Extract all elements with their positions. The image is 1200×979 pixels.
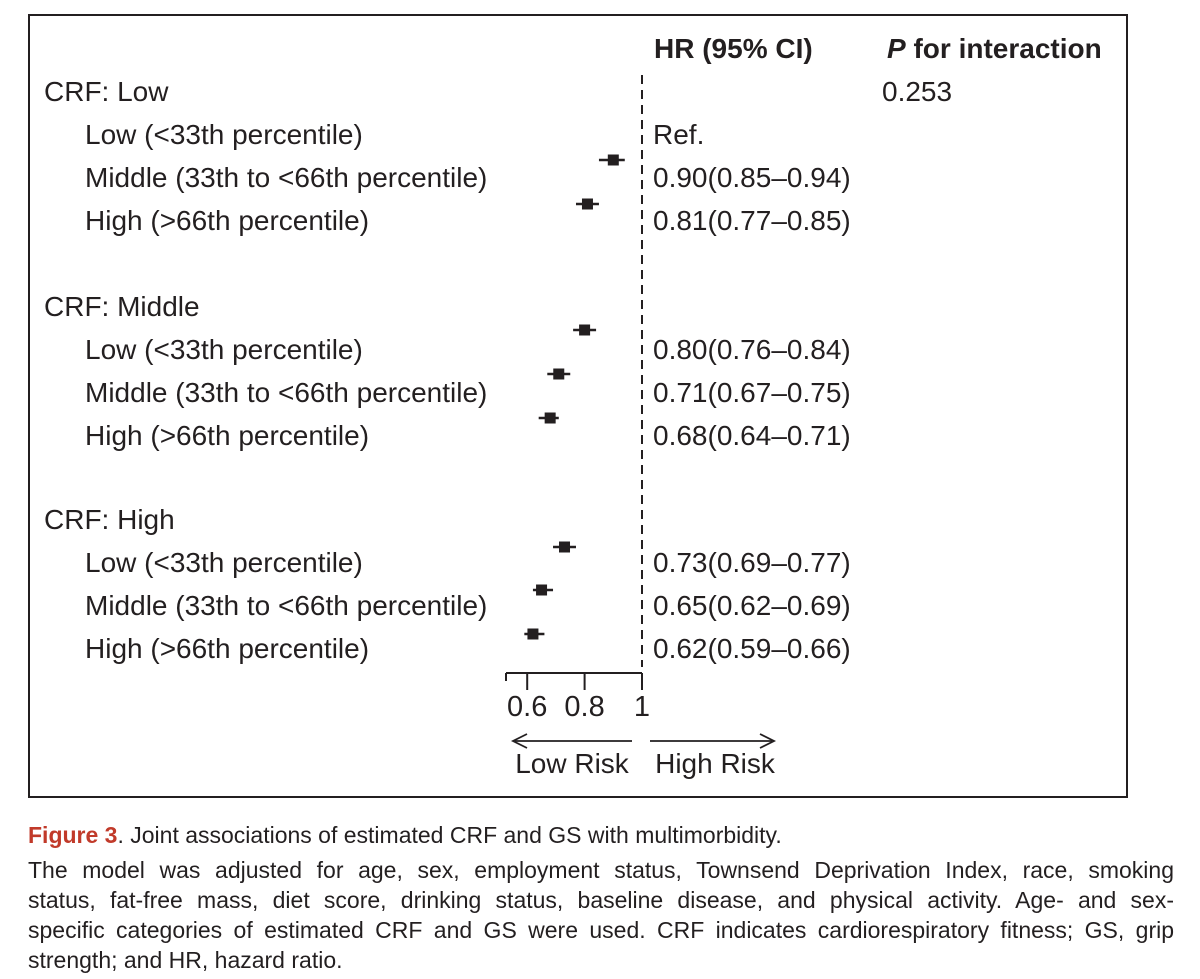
hr-value: 0.65(0.62–0.69) bbox=[653, 590, 851, 621]
hr-marker bbox=[581, 198, 593, 210]
hr-value: 0.68(0.64–0.71) bbox=[653, 420, 851, 451]
figure-title: . Joint associations of estimated CRF an… bbox=[117, 822, 782, 848]
hr-marker bbox=[527, 628, 539, 640]
x-axis-tick-label: 0.8 bbox=[564, 691, 604, 723]
hr-marker bbox=[559, 541, 571, 553]
hr-marker bbox=[607, 154, 619, 166]
caption-line: strength; and HR, hazard ratio. bbox=[28, 947, 343, 973]
row-label: Middle (33th to <66th percentile) bbox=[85, 377, 488, 408]
figure-caption: Figure 3. Joint associations of estimate… bbox=[28, 820, 1174, 975]
row-label: Low (<33th percentile) bbox=[85, 119, 363, 150]
hr-value: 0.80(0.76–0.84) bbox=[653, 334, 851, 365]
hr-value: 0.90(0.85–0.94) bbox=[653, 162, 851, 193]
caption-line: specific categories of estimated CRF and… bbox=[28, 917, 1174, 943]
caption-title-line: Figure 3. Joint associations of estimate… bbox=[28, 820, 1174, 850]
hr-marker bbox=[536, 584, 548, 596]
caption-line: The model was adjusted for age, sex, emp… bbox=[28, 857, 1174, 883]
forest-plot-canvas: 0.6 0.8 1 bbox=[505, 75, 777, 749]
row-label: Middle (33th to <66th percentile) bbox=[85, 590, 488, 621]
p-symbol: P bbox=[887, 33, 906, 64]
row-label: High (>66th percentile) bbox=[85, 633, 370, 664]
group-label-crf-low: CRF: Low bbox=[44, 76, 169, 107]
caption-line: status, fat-free mass, diet score, drink… bbox=[28, 887, 1174, 913]
high-risk-label: High Risk bbox=[655, 748, 775, 779]
p-header-rest: for interaction bbox=[905, 33, 1102, 64]
row-label: Middle (33th to <66th percentile) bbox=[85, 162, 488, 193]
hr-value: 0.71(0.67–0.75) bbox=[653, 377, 851, 408]
group-label-crf-high: CRF: High bbox=[44, 504, 175, 535]
group-label-crf-middle: CRF: Middle bbox=[44, 291, 200, 322]
x-axis-tick-label: 1 bbox=[634, 691, 650, 723]
row-label: Low (<33th percentile) bbox=[85, 547, 363, 578]
row-label: High (>66th percentile) bbox=[85, 205, 370, 236]
low-risk-label: Low Risk bbox=[515, 748, 629, 779]
p-interaction-value: 0.253 bbox=[882, 76, 953, 107]
hr-value: 0.81(0.77–0.85) bbox=[653, 205, 851, 236]
row-label: High (>66th percentile) bbox=[85, 420, 370, 451]
hr-marker bbox=[579, 324, 591, 336]
row-label: Low (<33th percentile) bbox=[85, 334, 363, 365]
figure-label: Figure 3 bbox=[28, 822, 118, 848]
low-risk-arrowhead bbox=[510, 733, 528, 749]
hr-value: Ref. bbox=[653, 119, 705, 150]
hr-value: 0.73(0.69–0.77) bbox=[653, 547, 851, 578]
hr-marker bbox=[544, 412, 556, 424]
column-header-hr-ci: HR (95% CI) bbox=[654, 33, 813, 64]
column-header-p-interaction: P for interaction bbox=[887, 32, 1102, 66]
x-axis-tick-label: 0.6 bbox=[507, 691, 547, 723]
hr-value: 0.62(0.59–0.66) bbox=[653, 633, 851, 664]
forest-plot-figure: 0.6 0.8 1 HR (95% CI) P for interaction 0.… bbox=[28, 14, 1128, 798]
high-risk-arrowhead bbox=[759, 733, 777, 749]
hr-marker bbox=[553, 368, 565, 380]
